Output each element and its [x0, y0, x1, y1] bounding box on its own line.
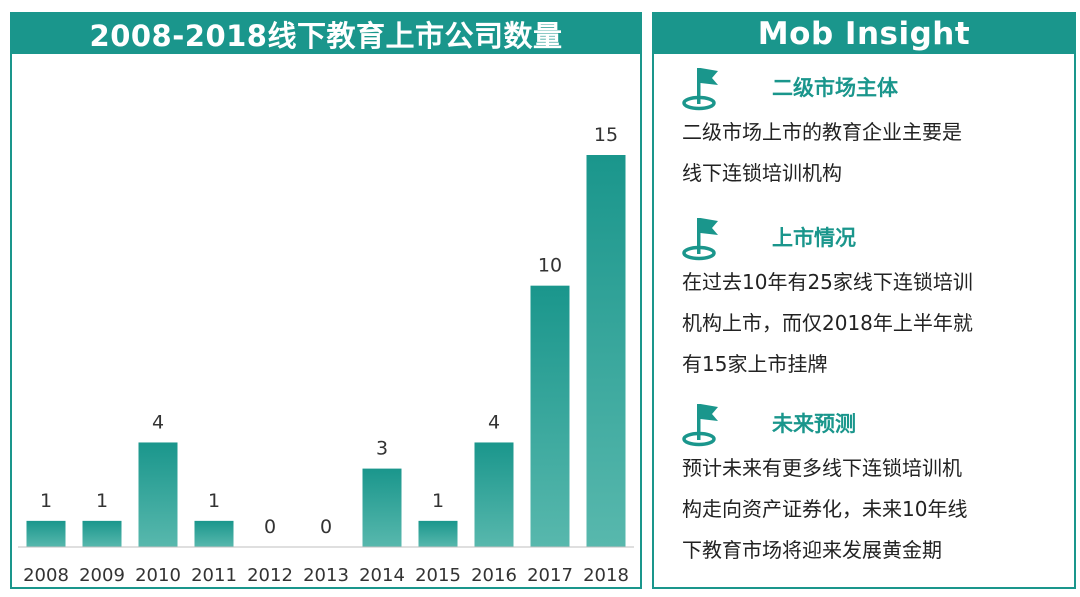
- data-label-2017: 10: [538, 255, 562, 277]
- data-label-2018: 15: [594, 124, 618, 146]
- bar-2018: [586, 155, 626, 547]
- x-tick-label-2016: 2016: [471, 565, 517, 586]
- section-title: 上市情况: [772, 226, 856, 250]
- x-tick-label-2015: 2015: [415, 565, 461, 586]
- x-tick-label-2012: 2012: [247, 565, 293, 586]
- chart-title: 2008-2018线下教育上市公司数量: [12, 14, 640, 54]
- data-label-2009: 1: [96, 490, 108, 512]
- data-label-2016: 4: [488, 411, 500, 433]
- x-tick-label-2014: 2014: [359, 565, 405, 586]
- section-line: 预计未来有更多线下连锁培训机: [682, 456, 962, 480]
- data-label-2014: 3: [376, 438, 388, 460]
- section-title: 二级市场主体: [772, 76, 898, 100]
- x-tick-label-2013: 2013: [303, 565, 349, 586]
- insight-section: 二级市场主体二级市场上市的教育企业主要是 线下连锁培训机构: [680, 62, 1054, 194]
- section-line: 下教育市场将迎来发展黄金期: [682, 538, 942, 562]
- data-label-2011: 1: [208, 490, 220, 512]
- data-label-2012: 0: [264, 516, 276, 538]
- bar-2014: [362, 468, 402, 547]
- bar-2008: [26, 520, 66, 547]
- x-tick-label-2008: 2008: [23, 565, 69, 586]
- section-line: 有15家上市挂牌: [682, 352, 828, 376]
- bar-2011: [194, 520, 234, 547]
- x-tick-label-2018: 2018: [583, 565, 629, 586]
- flag-icon: [680, 62, 724, 112]
- section-line: 二级市场上市的教育企业主要是: [682, 120, 962, 144]
- bar-2010: [138, 442, 178, 547]
- section-title: 未来预测: [772, 412, 856, 436]
- flag-icon: [680, 212, 724, 262]
- insight-section: 未来预测预计未来有更多线下连锁培训机 构走向资产证券化，未来10年线 下教育市场将迎…: [680, 398, 1054, 571]
- bar-2015: [418, 520, 458, 547]
- insight-title: Mob Insight: [654, 14, 1074, 54]
- bar-2016: [474, 442, 514, 547]
- x-tick-label-2010: 2010: [135, 565, 181, 586]
- insight-section: 上市情况在过去10年有25家线下连锁培训 机构上市，而仅2018年上半年就 有15家…: [680, 212, 1054, 385]
- section-line: 在过去10年有25家线下连锁培训: [682, 270, 973, 294]
- chart-panel: 2008-2018线下教育上市公司数量 1 2008 1 2009 4 2010 1 2011…: [10, 12, 642, 589]
- section-line: 机构上市，而仅2018年上半年就: [682, 311, 973, 335]
- section-line: 线下连锁培训机构: [682, 161, 842, 185]
- section-body: 在过去10年有25家线下连锁培训 机构上市，而仅2018年上半年就 有15家上市挂牌: [682, 262, 1054, 385]
- flag-icon: [680, 398, 724, 448]
- data-label-2010: 4: [152, 411, 164, 433]
- insight-panel: Mob Insight 二级市场主体二级市场上市的教育企业主要是 线下连锁培训机构…: [652, 12, 1076, 589]
- data-label-2008: 1: [40, 490, 52, 512]
- data-label-2015: 1: [432, 490, 444, 512]
- x-tick-label-2017: 2017: [527, 565, 573, 586]
- bar-2017: [530, 285, 570, 547]
- section-body: 二级市场上市的教育企业主要是 线下连锁培训机构: [682, 112, 1054, 194]
- x-tick-label-2009: 2009: [79, 565, 125, 586]
- x-tick-label-2011: 2011: [191, 565, 237, 586]
- data-label-2013: 0: [320, 516, 332, 538]
- section-line: 构走向资产证券化，未来10年线: [682, 497, 968, 521]
- bar-chart: 1 2008 1 2009 4 2010 1 2011 0 2012 0 2013 3 2014 1 2015…: [18, 124, 634, 586]
- section-body: 预计未来有更多线下连锁培训机 构走向资产证券化，未来10年线 下教育市场将迎来发展黄…: [682, 448, 1054, 571]
- bar-2009: [82, 520, 122, 547]
